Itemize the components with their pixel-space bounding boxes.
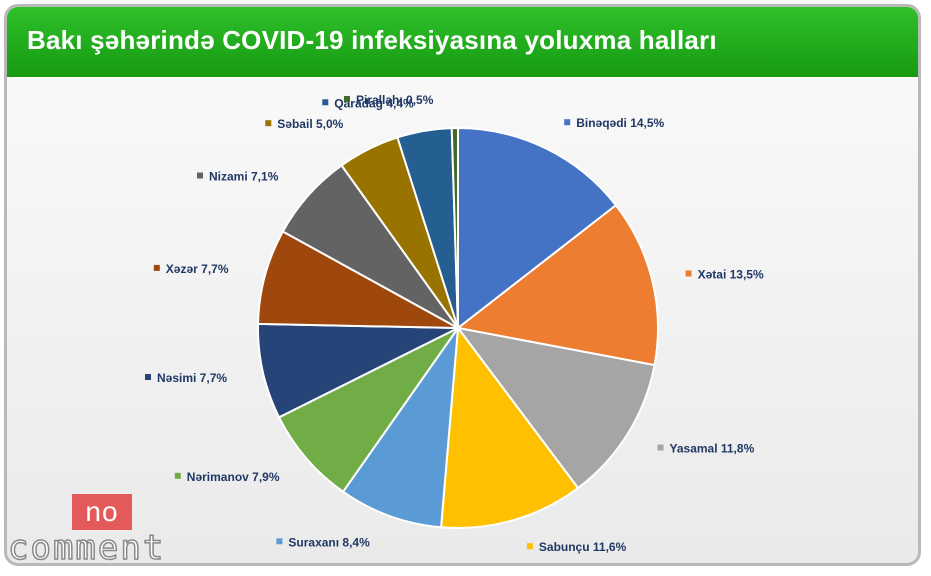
slice-label: Xətai 13,5%	[698, 268, 764, 282]
legend-swatch	[526, 543, 533, 550]
header-bar: Bakı şəhərində COVID-19 infeksiyasına yo…	[7, 7, 918, 79]
legend-swatch	[265, 120, 272, 127]
slice-label: Pirallahı 0,5%	[356, 93, 434, 107]
slice-label: Səbail 5,0%	[277, 117, 343, 131]
pie-slice	[257, 322, 459, 419]
legend-swatch	[276, 538, 283, 545]
legend-swatch	[153, 264, 160, 271]
pie-slice	[257, 230, 459, 329]
slice-label: Nərimanov 7,9%	[187, 470, 280, 484]
legend-swatch	[322, 99, 329, 106]
pie-slice	[455, 203, 659, 367]
logo-box: no	[72, 494, 132, 530]
slice-label: Sabunçu 11,6%	[539, 540, 627, 554]
legend-swatch	[197, 172, 203, 179]
slice-label: Qaradağ 4,4%	[334, 96, 414, 110]
slice-label: Suraxanı 8,4%	[288, 535, 370, 549]
slice-label: Yasamal 11,8%	[670, 442, 755, 456]
chart-title: Bakı şəhərində COVID-19 infeksiyasına yo…	[27, 25, 717, 55]
slice-label: Nizami 7,1%	[209, 170, 279, 184]
pie-slice	[341, 324, 460, 529]
legend-swatch	[657, 444, 664, 451]
slice-label: Binəqədi 14,5%	[576, 116, 664, 130]
pie-slice	[439, 325, 580, 529]
pie-slice	[450, 126, 459, 329]
legend-swatch	[344, 96, 350, 102]
pie-slice	[457, 126, 618, 331]
nocomment-logo: no comment	[7, 494, 203, 574]
pie-slice	[455, 326, 656, 490]
legend-swatch	[685, 270, 692, 277]
legend-swatch	[145, 374, 151, 380]
legend-swatch	[174, 472, 181, 479]
slice-label: Xəzər 7,7%	[166, 262, 229, 276]
legend-swatch	[564, 119, 571, 126]
pie-slice	[277, 327, 459, 494]
logo-text: comment	[7, 527, 166, 569]
slice-label: Nəsimi 7,7%	[157, 371, 227, 385]
